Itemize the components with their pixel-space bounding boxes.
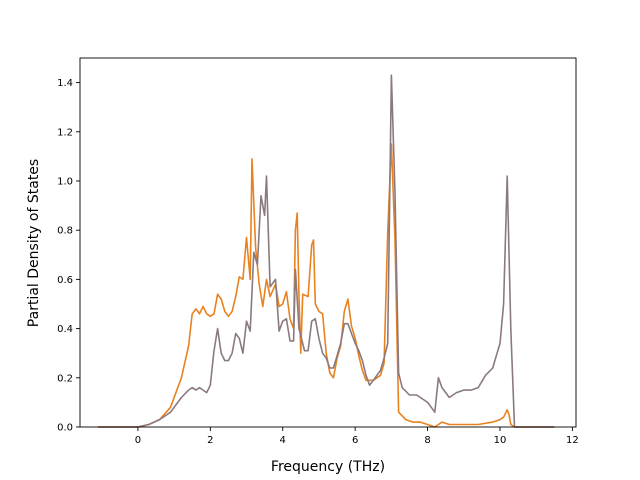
y-tick-label: 0.6: [57, 275, 73, 286]
x-tick-label: 8: [424, 435, 430, 446]
y-axis-label: Partial Density of States: [26, 159, 42, 327]
y-tick-label: 0.2: [57, 373, 73, 384]
plot-frame: [79, 57, 577, 428]
series-line-1: [98, 143, 555, 428]
y-tick-label: 0.0: [57, 423, 73, 434]
x-tick-label: 12: [566, 435, 579, 446]
axes-layer: 0 2 4 6 8 10 12 0.0 0.2 0.4 0.6 0.8 1.0 1.2 1.4: [57, 57, 579, 446]
x-tick-label: 2: [207, 435, 213, 446]
y-tick-label: 0.4: [57, 324, 73, 335]
y-tick-label: 0.8: [57, 226, 73, 237]
x-tick-label: 0: [135, 435, 141, 446]
y-tick-label: 1.0: [57, 177, 73, 188]
x-tick-label: 6: [352, 435, 358, 446]
x-tick-label: 4: [280, 435, 286, 446]
y-tick-label: 1.4: [57, 78, 73, 89]
x-axis-label: Frequency (THz): [271, 459, 385, 475]
series-layer: [98, 74, 555, 428]
x-tick-label: 10: [494, 435, 507, 446]
y-tick-label: 1.2: [57, 127, 73, 138]
series-line-2: [98, 74, 555, 428]
